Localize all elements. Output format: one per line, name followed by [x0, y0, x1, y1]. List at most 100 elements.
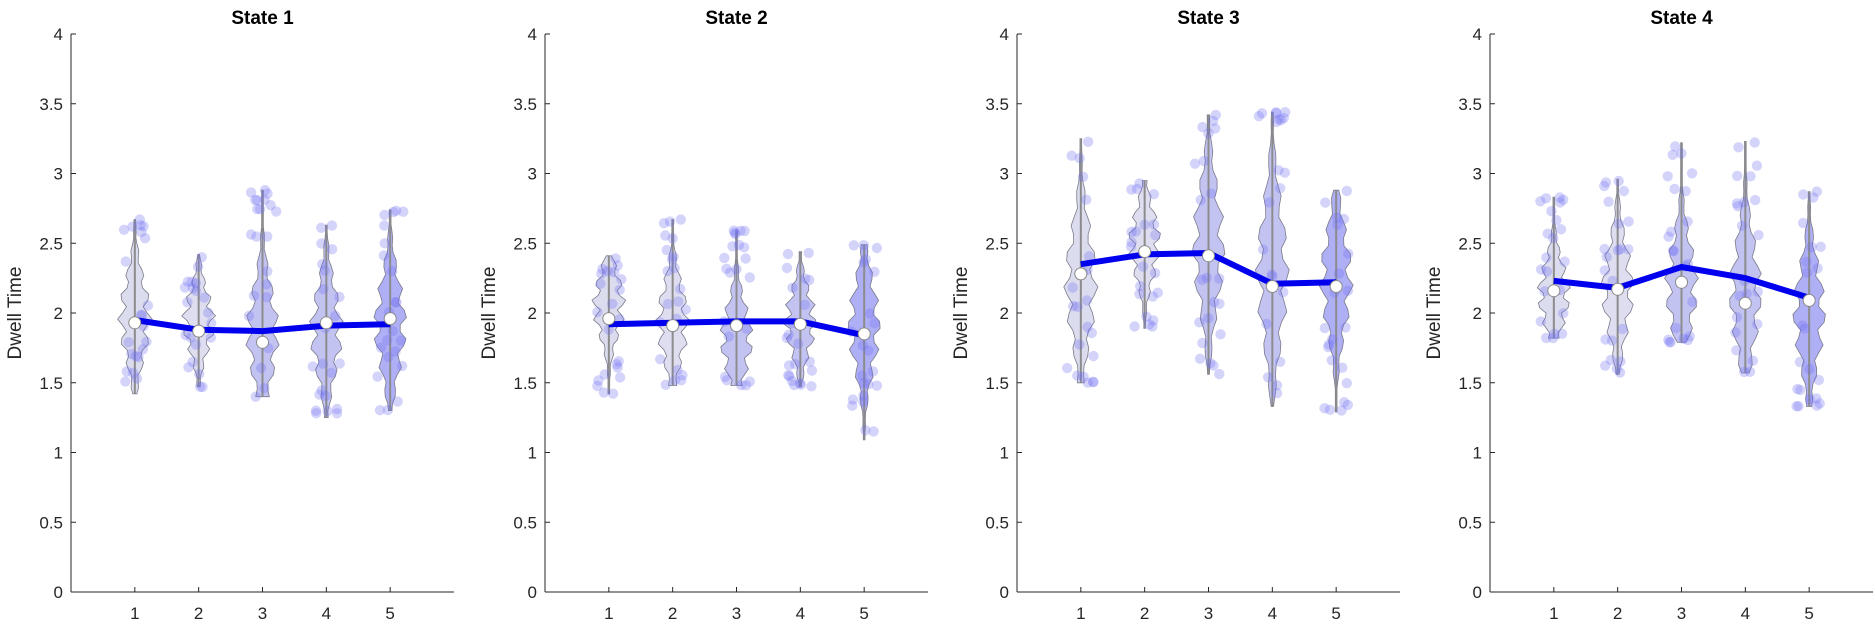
data-point — [1152, 287, 1164, 298]
data-point — [245, 229, 257, 240]
data-point — [1541, 266, 1553, 277]
data-point — [1319, 403, 1330, 414]
y-tick-label: 2.5 — [39, 234, 63, 253]
data-point — [142, 300, 154, 311]
data-point — [1275, 114, 1287, 126]
y-tick-label: 3 — [54, 165, 63, 184]
data-point — [1811, 393, 1822, 404]
median-marker — [793, 317, 807, 331]
data-point — [251, 231, 262, 242]
data-point — [1605, 354, 1617, 366]
data-point — [857, 340, 868, 351]
data-point — [612, 362, 623, 373]
data-point — [256, 362, 267, 374]
data-point — [744, 376, 755, 387]
data-point — [727, 241, 738, 252]
data-point — [1205, 188, 1217, 199]
data-point — [1558, 308, 1569, 319]
data-point — [741, 323, 752, 334]
data-point — [259, 185, 271, 196]
y-tick-label: 0 — [528, 583, 537, 602]
data-point — [597, 263, 608, 275]
data-point — [205, 332, 217, 343]
data-point — [795, 379, 807, 390]
data-point — [334, 358, 345, 369]
data-point — [307, 361, 318, 372]
data-point — [871, 242, 883, 254]
data-point — [271, 206, 282, 217]
data-point — [1664, 337, 1675, 348]
data-point — [1738, 197, 1750, 208]
data-point — [1797, 320, 1808, 331]
data-point — [1662, 171, 1673, 182]
data-point — [1752, 286, 1764, 297]
y-tick-label: 3 — [1000, 165, 1009, 184]
data-point — [1266, 269, 1278, 280]
data-point — [1077, 171, 1089, 182]
data-point — [1801, 267, 1813, 278]
median-marker — [1738, 296, 1752, 310]
data-point — [613, 356, 624, 367]
data-point — [719, 371, 731, 383]
data-point — [719, 252, 730, 264]
data-point — [1559, 256, 1570, 267]
data-point — [1205, 358, 1216, 369]
y-tick-label: 0.5 — [39, 513, 63, 532]
data-point — [1613, 175, 1624, 187]
data-point — [1667, 149, 1678, 160]
mean-line — [134, 317, 391, 335]
data-point — [123, 337, 134, 348]
x-tick-label: 1 — [1549, 604, 1558, 623]
data-point — [1606, 335, 1618, 346]
data-point — [1209, 296, 1220, 308]
data-point — [1207, 115, 1219, 127]
data-point — [1326, 355, 1338, 366]
data-point — [1203, 313, 1214, 324]
data-point — [136, 226, 147, 238]
x-tick-label: 1 — [604, 604, 613, 623]
data-point — [729, 227, 740, 238]
data-point — [1135, 280, 1146, 292]
data-point — [396, 360, 408, 372]
data-point — [789, 379, 800, 391]
data-point — [262, 231, 273, 242]
data-point — [655, 354, 666, 365]
y-tick-label: 1 — [528, 444, 537, 463]
data-point — [320, 390, 331, 401]
data-point — [1215, 329, 1226, 340]
data-point — [1148, 315, 1159, 326]
data-point — [739, 225, 750, 237]
data-point — [1141, 311, 1152, 322]
data-point — [1323, 339, 1335, 350]
data-point — [1203, 128, 1214, 139]
data-point — [135, 220, 146, 231]
data-point — [1320, 197, 1331, 208]
y-tick-label: 0.5 — [513, 513, 537, 532]
data-point — [1270, 107, 1282, 118]
y-tick-label: 1.5 — [985, 374, 1009, 393]
data-point — [182, 276, 194, 287]
data-point — [1617, 323, 1628, 335]
data-point — [1599, 180, 1610, 192]
data-point — [847, 400, 858, 411]
data-point — [1547, 332, 1559, 344]
data-point — [1333, 268, 1345, 279]
data-point — [1795, 384, 1806, 396]
data-point — [1195, 194, 1206, 206]
data-point — [1680, 186, 1691, 197]
data-point — [784, 371, 795, 382]
y-tick-label: 0 — [54, 583, 63, 602]
data-point — [863, 379, 874, 390]
data-point — [612, 260, 623, 271]
median-marker — [383, 312, 397, 326]
mean-line — [1553, 264, 1811, 301]
data-point — [806, 381, 817, 392]
x-tick-label: 4 — [1741, 604, 1750, 623]
panel-4: State 4 Dwell Time 0 0.5 1 1.5 2 2.5 3 3.5 4 1 2 3 4 5 — [1424, 8, 1873, 623]
data-point — [799, 299, 810, 310]
data-point — [1262, 372, 1274, 383]
data-point — [1339, 397, 1350, 408]
data-point — [1613, 218, 1625, 229]
data-point — [1134, 288, 1145, 300]
data-point — [133, 351, 144, 363]
